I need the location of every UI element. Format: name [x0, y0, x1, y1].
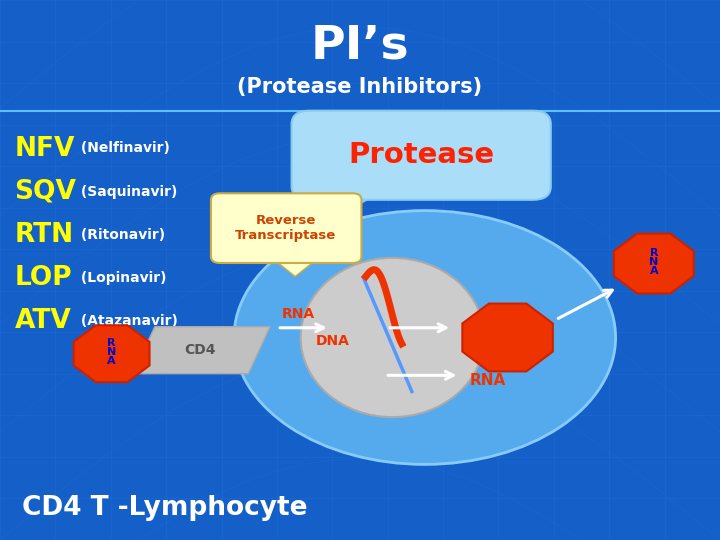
Text: RNA: RNA [282, 307, 315, 321]
Text: R
N
A: R N A [107, 338, 116, 366]
Text: Reverse
Transcriptase: Reverse Transcriptase [235, 214, 336, 242]
Text: (Lopinavir): (Lopinavir) [76, 271, 166, 285]
Text: RTN: RTN [14, 222, 73, 248]
Text: NFV: NFV [14, 136, 75, 161]
Text: Protease: Protease [348, 141, 494, 169]
Polygon shape [342, 186, 392, 213]
Text: (Saquinavir): (Saquinavir) [76, 185, 177, 199]
Ellipse shape [234, 211, 616, 464]
Text: PI’s: PI’s [311, 23, 409, 69]
FancyBboxPatch shape [211, 193, 361, 263]
Text: CD4 T -Lymphocyte: CD4 T -Lymphocyte [22, 495, 307, 521]
Text: DNA: DNA [315, 334, 349, 348]
Text: LOP: LOP [14, 265, 72, 291]
Polygon shape [73, 325, 150, 382]
Text: ATV: ATV [14, 308, 71, 334]
Polygon shape [133, 327, 270, 374]
Ellipse shape [301, 258, 485, 417]
Text: CD4: CD4 [184, 343, 216, 357]
Text: R
N
A: R N A [649, 248, 658, 276]
Text: RNA: RNA [469, 373, 505, 388]
Polygon shape [462, 303, 553, 372]
Polygon shape [614, 234, 693, 293]
FancyBboxPatch shape [292, 111, 551, 200]
Text: (Nelfinavir): (Nelfinavir) [76, 141, 169, 156]
Polygon shape [270, 256, 320, 276]
Text: (Protease Inhibitors): (Protease Inhibitors) [238, 77, 482, 98]
Text: SQV: SQV [14, 179, 76, 205]
Text: (Ritonavir): (Ritonavir) [76, 228, 165, 242]
Text: (Atazanavir): (Atazanavir) [76, 314, 177, 328]
